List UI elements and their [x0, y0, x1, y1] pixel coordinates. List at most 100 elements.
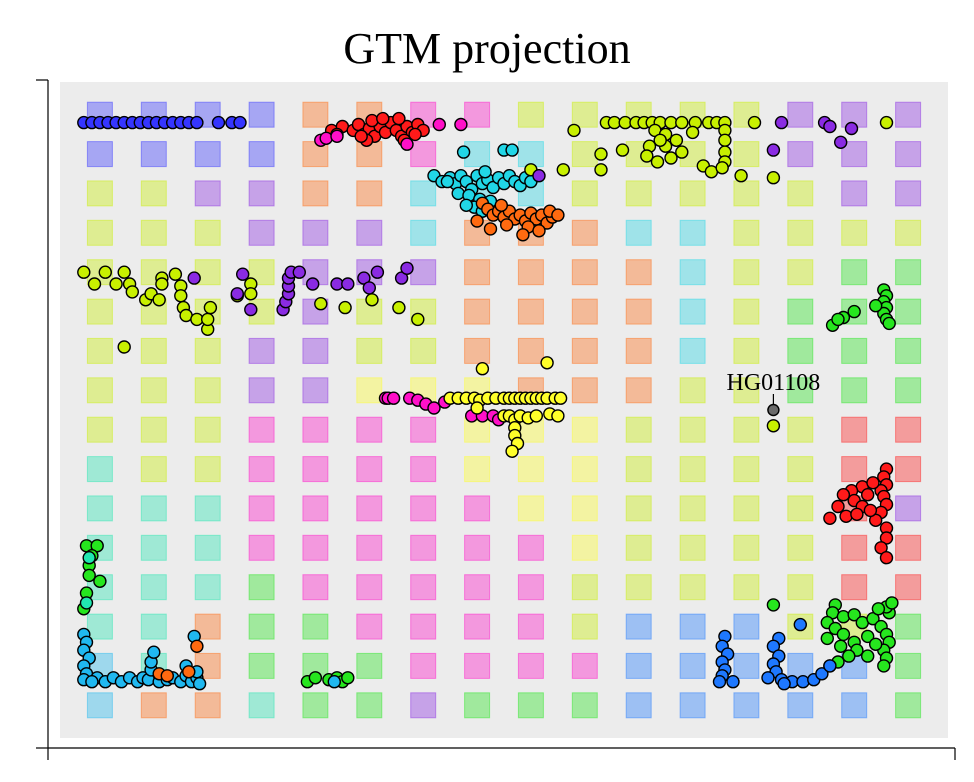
data-point[interactable] — [85, 675, 99, 689]
data-point[interactable] — [650, 155, 665, 169]
data-point[interactable] — [879, 551, 894, 565]
data-point[interactable] — [244, 287, 258, 301]
data-point[interactable] — [553, 391, 568, 405]
data-point[interactable] — [187, 271, 201, 285]
data-point[interactable] — [77, 265, 91, 279]
data-point[interactable] — [117, 340, 131, 354]
data-point[interactable] — [866, 476, 880, 490]
data-point[interactable] — [117, 265, 131, 279]
data-point[interactable] — [834, 135, 848, 150]
data-point[interactable] — [823, 119, 837, 134]
data-point[interactable] — [327, 675, 341, 689]
data-point[interactable] — [192, 677, 207, 691]
data-point[interactable] — [365, 113, 379, 128]
data-point[interactable] — [354, 129, 368, 144]
data-point[interactable] — [459, 198, 473, 213]
data-point[interactable] — [685, 125, 700, 140]
data-point[interactable] — [427, 401, 441, 415]
data-point[interactable] — [863, 503, 878, 518]
data-point[interactable] — [82, 551, 96, 565]
data-point[interactable] — [82, 568, 96, 583]
data-point[interactable] — [882, 316, 896, 331]
data-point[interactable] — [292, 265, 306, 279]
data-point[interactable] — [831, 499, 845, 514]
data-point[interactable] — [392, 300, 406, 315]
data-point[interactable] — [152, 293, 166, 307]
data-point[interactable] — [871, 602, 886, 616]
data-point[interactable] — [338, 300, 352, 315]
data-point[interactable] — [712, 675, 727, 689]
data-point[interactable] — [451, 186, 465, 201]
data-point[interactable] — [885, 596, 899, 610]
data-point[interactable] — [823, 659, 837, 673]
data-point[interactable] — [386, 391, 401, 405]
data-point[interactable] — [718, 133, 732, 148]
data-point[interactable] — [454, 117, 468, 132]
data-point[interactable] — [877, 659, 891, 673]
data-point[interactable] — [847, 608, 861, 622]
data-point[interactable] — [370, 265, 385, 279]
data-point[interactable] — [341, 671, 355, 685]
data-point[interactable] — [669, 133, 684, 148]
data-point[interactable] — [182, 665, 196, 679]
data-point[interactable] — [815, 667, 829, 681]
data-point[interactable] — [594, 163, 608, 177]
data-point[interactable] — [640, 149, 654, 163]
data-point[interactable] — [392, 111, 406, 126]
data-point[interactable] — [766, 419, 781, 433]
data-point[interactable] — [842, 649, 856, 663]
data-point[interactable] — [494, 198, 508, 213]
data-point[interactable] — [400, 261, 414, 275]
data-point[interactable] — [532, 168, 546, 183]
data-point[interactable] — [456, 145, 471, 159]
data-point[interactable] — [540, 356, 554, 370]
data-point[interactable] — [594, 147, 608, 161]
data-point[interactable] — [844, 121, 859, 136]
data-point[interactable] — [341, 277, 355, 291]
data-point[interactable] — [747, 115, 762, 130]
data-point[interactable] — [839, 509, 853, 523]
data-point[interactable] — [190, 639, 204, 653]
highlighted-point[interactable] — [767, 403, 780, 417]
data-point[interactable] — [861, 629, 875, 644]
data-point[interactable] — [726, 675, 740, 689]
data-point[interactable] — [556, 163, 570, 177]
data-point[interactable] — [861, 649, 875, 663]
data-point[interactable] — [850, 507, 864, 521]
data-point[interactable] — [774, 115, 789, 130]
data-point[interactable] — [551, 208, 565, 222]
data-point[interactable] — [475, 362, 490, 376]
data-point[interactable] — [155, 277, 169, 291]
data-point[interactable] — [319, 131, 333, 146]
data-point[interactable] — [432, 117, 446, 132]
data-point[interactable] — [505, 143, 519, 157]
data-point[interactable] — [516, 228, 530, 242]
data-point[interactable] — [879, 115, 894, 130]
data-point[interactable] — [308, 671, 323, 685]
data-point[interactable] — [505, 444, 519, 458]
data-point[interactable] — [836, 610, 851, 624]
data-point[interactable] — [483, 222, 498, 236]
data-point[interactable] — [470, 401, 484, 415]
data-point[interactable] — [235, 267, 250, 281]
data-point[interactable] — [93, 574, 107, 588]
data-point[interactable] — [478, 165, 492, 179]
data-point[interactable] — [400, 137, 414, 151]
data-point[interactable] — [160, 669, 175, 683]
data-point[interactable] — [79, 596, 94, 610]
data-point[interactable] — [761, 671, 775, 685]
data-point[interactable] — [470, 214, 484, 228]
data-point[interactable] — [820, 631, 834, 646]
data-point[interactable] — [306, 277, 320, 291]
data-point[interactable] — [869, 299, 883, 313]
data-point[interactable] — [653, 133, 667, 148]
data-point[interactable] — [567, 123, 581, 138]
data-point[interactable] — [408, 127, 422, 142]
data-point[interactable] — [836, 627, 851, 642]
data-point[interactable] — [532, 224, 546, 238]
data-point[interactable] — [125, 285, 140, 299]
data-point[interactable] — [109, 277, 123, 291]
data-point[interactable] — [233, 115, 247, 130]
data-point[interactable] — [766, 143, 781, 157]
data-point[interactable] — [831, 312, 845, 327]
